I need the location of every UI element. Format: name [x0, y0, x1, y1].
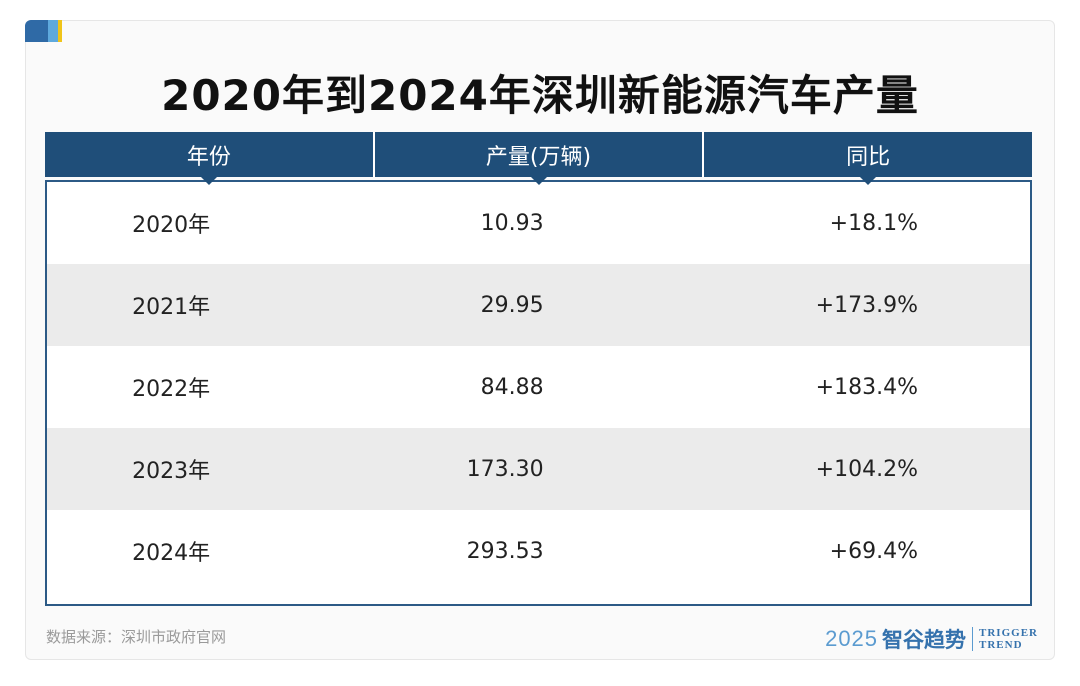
- brand-en-line1: TRIGGER: [979, 627, 1038, 639]
- accent-bar-blue: [25, 20, 48, 42]
- header-year: 年份: [45, 132, 375, 185]
- cell-output: 173.30: [466, 456, 544, 482]
- table-body: 2020年 10.93 +18.1% 2021年 29.95 +173.9% 2…: [45, 180, 1032, 606]
- cell-yoy: +173.9%: [815, 292, 918, 318]
- cell-yoy: +69.4%: [829, 538, 918, 564]
- cell-yoy: +183.4%: [815, 374, 918, 400]
- accent-bar-lightblue: [48, 20, 58, 42]
- accent-bar-yellow: [58, 20, 62, 42]
- header-yoy-label: 同比: [846, 144, 891, 170]
- brand-name-cn: 智谷趋势: [882, 627, 967, 652]
- table-row: 2021年 29.95 +173.9%: [47, 264, 1030, 346]
- chart-title: 2020年到2024年深圳新能源汽车产量: [161, 71, 919, 120]
- table-header: 年份 产量(万辆) 同比: [45, 132, 1032, 185]
- cell-year: 2024年: [132, 541, 211, 566]
- table-row: 2023年 173.30 +104.2%: [47, 428, 1030, 510]
- table-row: 2022年 84.88 +183.4%: [47, 346, 1030, 428]
- header-year-label: 年份: [186, 144, 231, 170]
- brand-en-line2: TREND: [979, 639, 1023, 651]
- cell-output: 29.95: [480, 292, 544, 318]
- brand-name-en: TRIGGER TREND: [979, 627, 1038, 651]
- table-row: 2024年 293.53 +69.4%: [47, 510, 1030, 592]
- brand-divider: [972, 627, 974, 651]
- header-pointer-icon: [530, 177, 547, 185]
- data-source-note: 数据来源：深圳市政府官网: [46, 628, 227, 646]
- brand-year: 2025: [825, 626, 879, 651]
- header-output-label: 产量(万辆): [485, 144, 592, 170]
- header-yoy: 同比: [704, 132, 1032, 185]
- cell-year: 2022年: [132, 377, 211, 402]
- cell-yoy: +104.2%: [815, 456, 918, 482]
- cell-yoy: +18.1%: [829, 210, 918, 236]
- cell-year: 2023年: [132, 459, 211, 484]
- cell-output: 10.93: [480, 210, 544, 236]
- cell-year: 2021年: [132, 295, 211, 320]
- cell-year: 2020年: [132, 213, 211, 238]
- data-table: 年份 产量(万辆) 同比 2020年 10.93 +18.1% 2021年 29…: [45, 132, 1032, 606]
- cell-output: 84.88: [480, 374, 544, 400]
- header-pointer-icon: [200, 177, 217, 185]
- header-pointer-icon: [860, 177, 877, 185]
- header-output: 产量(万辆): [375, 132, 705, 185]
- brand-logo: 2025 智谷趋势 TRIGGER TREND: [825, 624, 1038, 654]
- table-row: 2020年 10.93 +18.1%: [47, 182, 1030, 264]
- cell-output: 293.53: [466, 538, 544, 564]
